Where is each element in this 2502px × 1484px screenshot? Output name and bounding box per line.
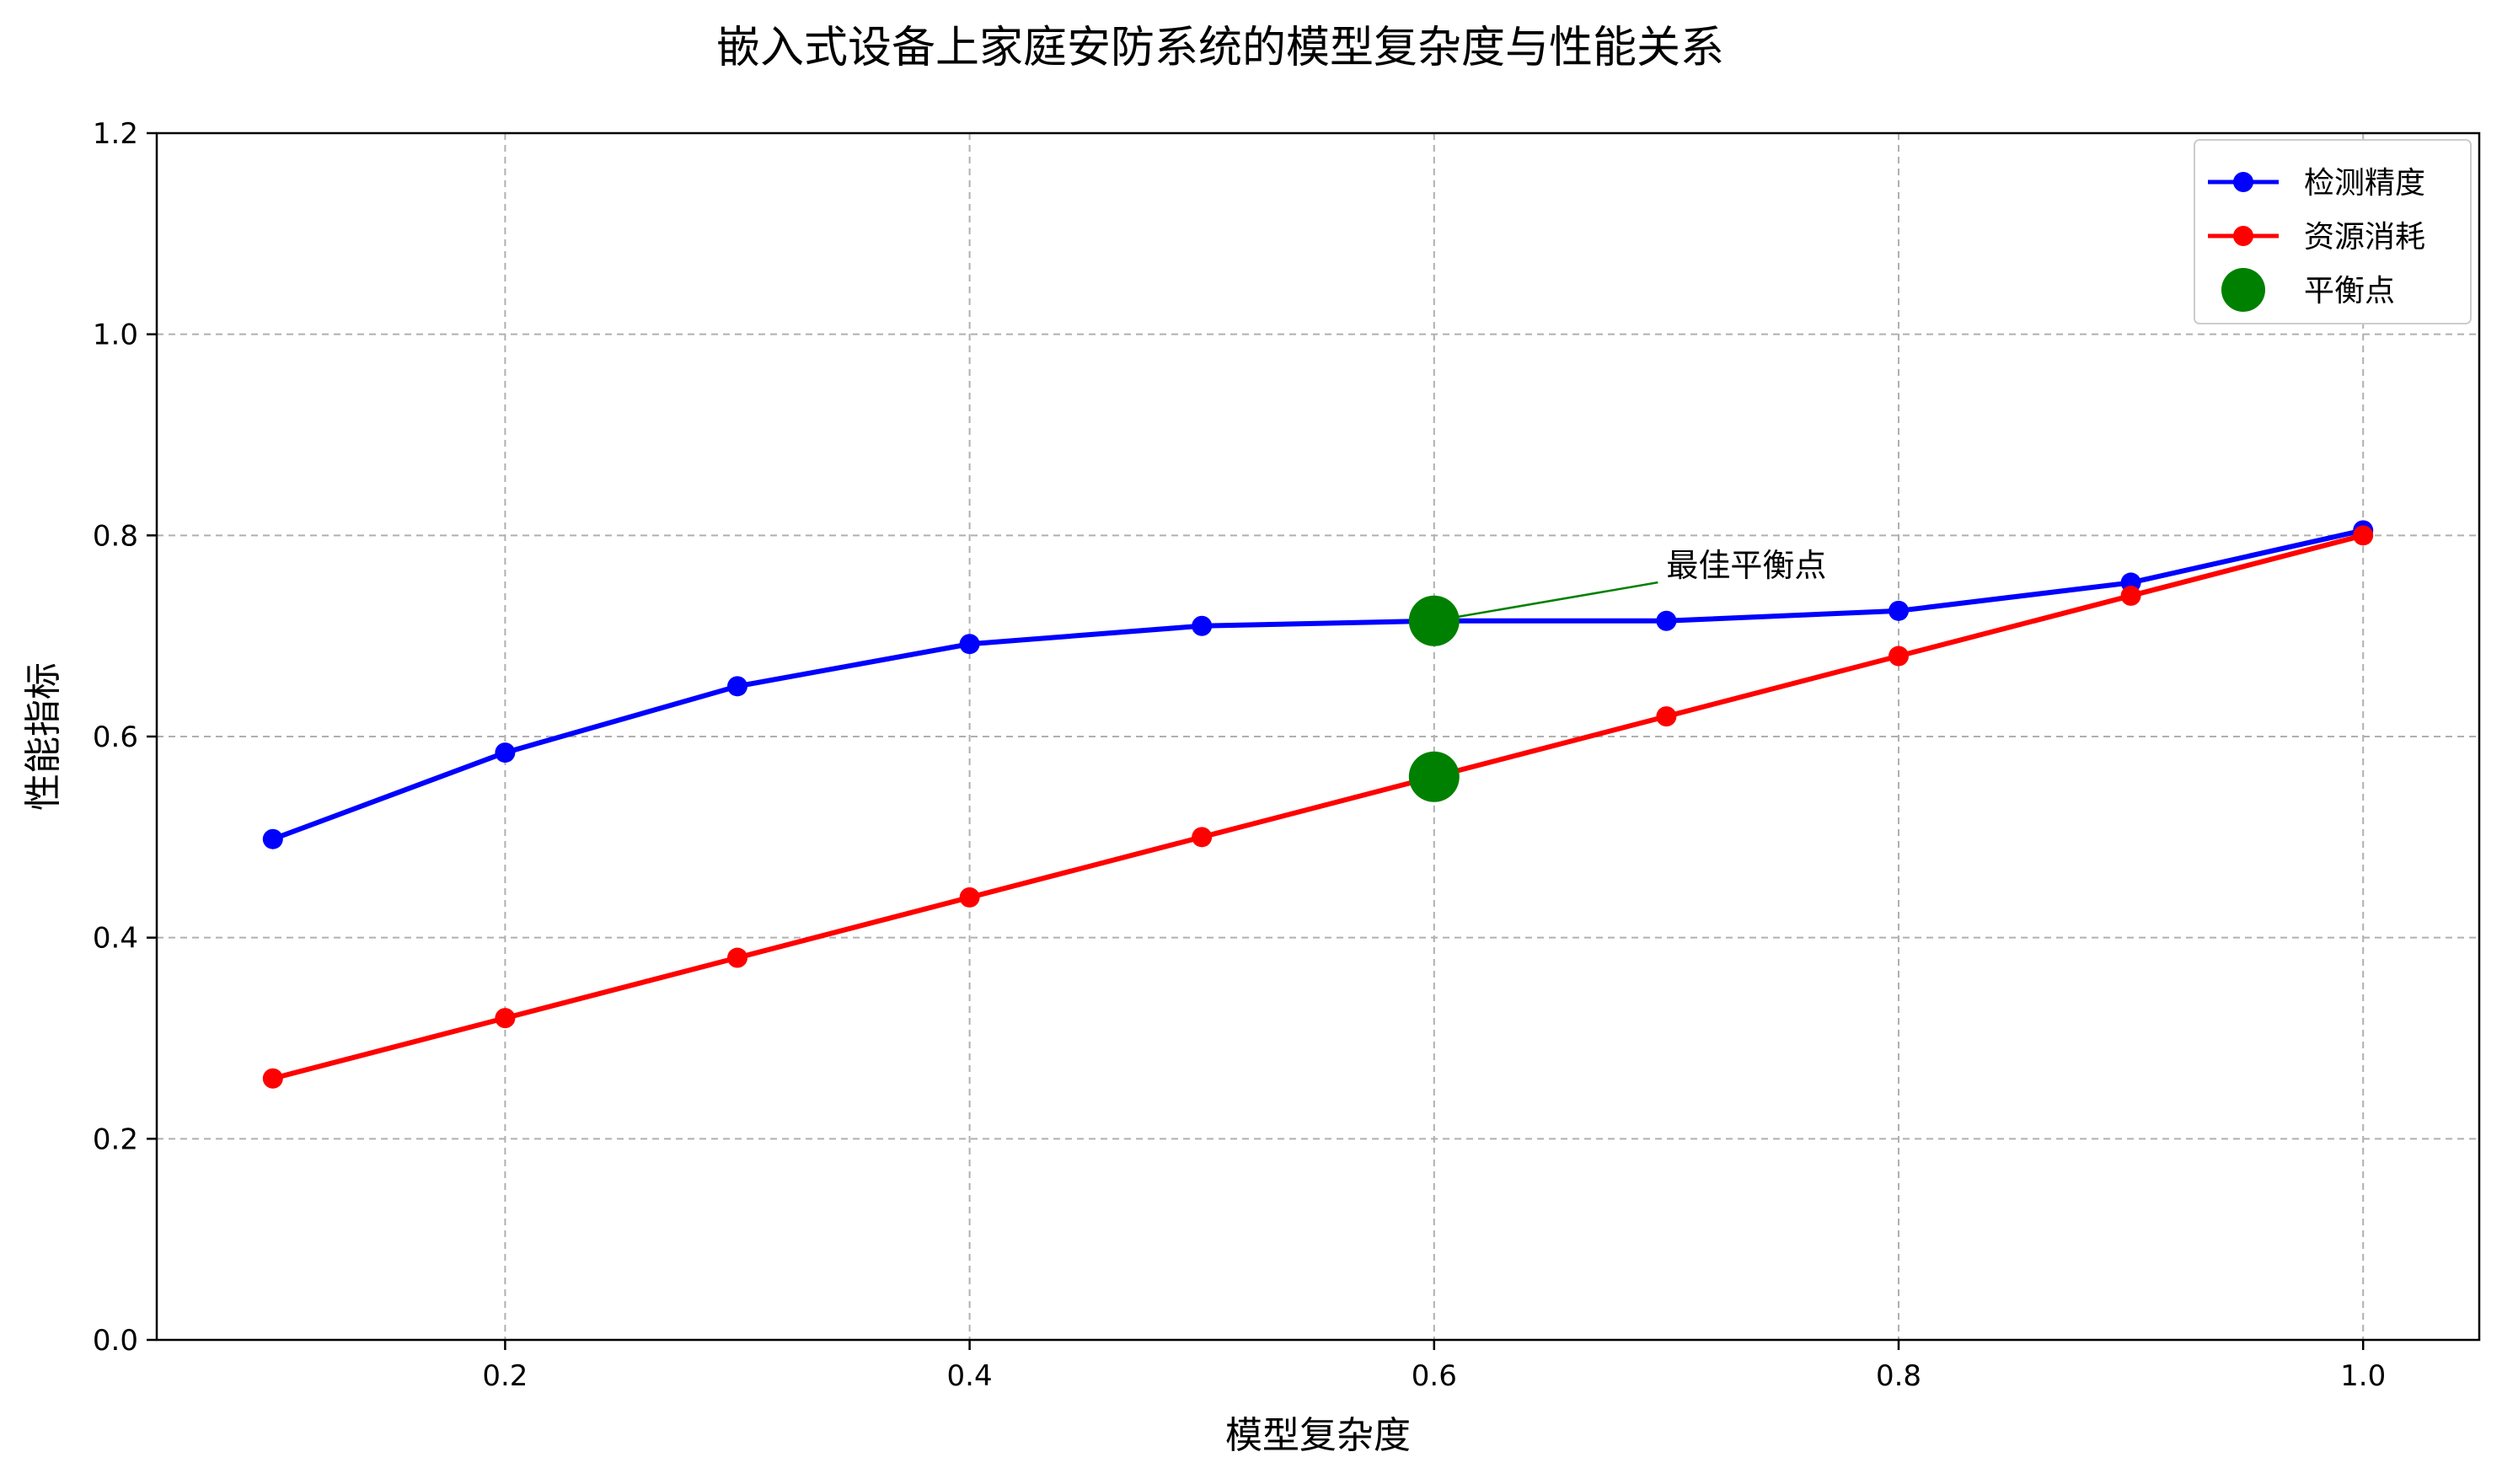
data-point-0	[1192, 615, 1213, 636]
y-tick-label: 0.2	[93, 1122, 138, 1156]
y-tick-label: 0.0	[93, 1324, 138, 1358]
legend-marker-balance	[2221, 268, 2265, 312]
series-line-0	[271, 528, 2364, 842]
y-tick-label: 0.4	[93, 922, 138, 956]
balance-point	[1408, 751, 1460, 802]
ticks: 0.2 0.4 0.6 0.8 1.0 0.0 0.2 0.4 0.6 0.8 1.0 1.2	[93, 117, 2386, 1393]
x-tick-label: 0.6	[1412, 1359, 1457, 1393]
data-point-0	[727, 676, 747, 697]
data-point-1	[1889, 646, 1909, 667]
x-tick-label: 0.8	[1876, 1359, 1921, 1393]
data-point-1	[262, 1068, 283, 1089]
data-point-1	[495, 1008, 516, 1029]
data-point-0	[495, 742, 516, 763]
y-tick-label: 1.2	[93, 117, 138, 151]
annotation-text: 最佳平衡点	[1666, 547, 1826, 584]
series-layer	[262, 520, 2374, 1089]
legend-label-accuracy: 检测精度	[2304, 166, 2425, 201]
y-tick-label: 1.0	[93, 319, 138, 352]
highlight-layer	[1408, 595, 1460, 802]
y-axis-title: 性能指标	[22, 662, 65, 811]
legend-label-balance: 平衡点	[2304, 274, 2395, 308]
legend-label-resource: 资源消耗	[2304, 220, 2425, 254]
series-line-1	[272, 533, 2364, 1081]
data-point-0	[262, 828, 283, 849]
annotation-layer: 最佳平衡点	[1433, 547, 1826, 622]
data-point-0	[959, 634, 980, 655]
data-point-0	[1656, 610, 1677, 631]
legend-marker-resource	[2233, 226, 2253, 246]
x-tick-label: 0.4	[947, 1359, 993, 1393]
data-point-1	[1192, 827, 1213, 848]
x-axis-title: 模型复杂度	[1225, 1414, 1411, 1457]
y-tick-label: 0.6	[93, 721, 138, 754]
chart-title: 嵌入式设备上家庭安防系统的模型复杂度与性能关系	[716, 23, 1724, 73]
data-point-1	[727, 947, 747, 968]
legend-marker-accuracy	[2233, 172, 2253, 192]
data-point-1	[959, 887, 980, 908]
grid	[157, 133, 2479, 1340]
legend: 检测精度 资源消耗 平衡点	[2194, 139, 2472, 324]
data-point-1	[1656, 706, 1677, 727]
data-point-1	[2120, 585, 2141, 606]
x-tick-label: 1.0	[2340, 1359, 2386, 1393]
annotation-arrow	[1433, 581, 1658, 622]
data-point-1	[2353, 525, 2374, 546]
x-tick-label: 0.2	[482, 1359, 528, 1393]
legend-box	[2194, 139, 2472, 324]
data-point-0	[1889, 600, 1909, 621]
y-tick-label: 0.8	[93, 519, 138, 553]
